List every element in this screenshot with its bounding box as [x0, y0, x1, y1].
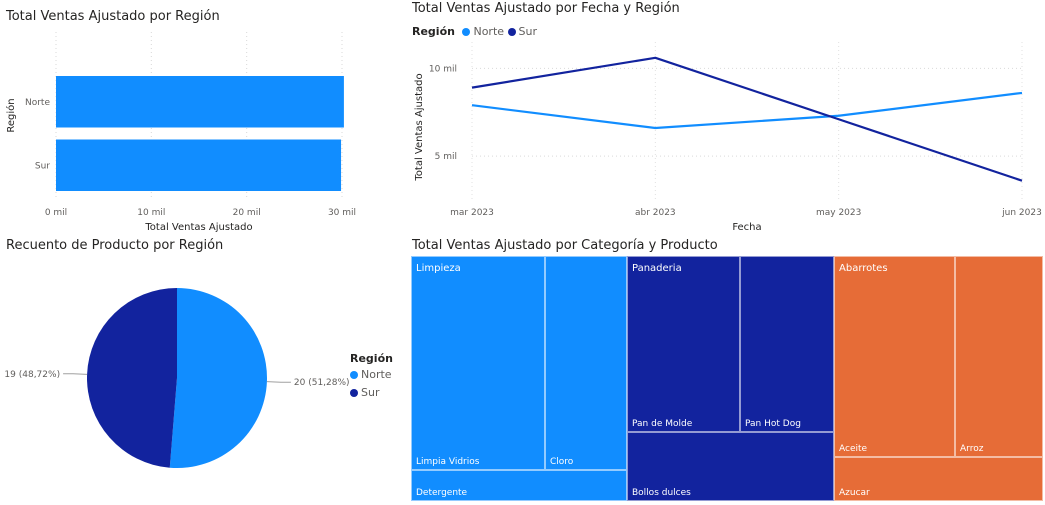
treemap-item-label: Azucar — [839, 488, 870, 498]
sur-dot-icon — [350, 389, 358, 397]
bar-norte[interactable] — [56, 76, 344, 128]
treemap-cell-cloro[interactable]: Cloro — [545, 256, 627, 470]
bar-chart-visual: Total Ventas Ajustado por Región 0 mil 10… — [0, 0, 380, 240]
treemap-item-label: Pan Hot Dog — [745, 419, 801, 429]
pie-leader-line — [63, 373, 88, 375]
line-legend-item-sur[interactable]: Sur — [507, 25, 537, 38]
pie-slice-norte[interactable] — [169, 288, 268, 468]
line-chart-svg: 5 mil 10 mil mar 2023 abr 2023 may 2023 jun 2… — [414, 42, 1042, 233]
treemap-item-label: Bollos dulces — [632, 488, 691, 498]
line-y-axis-title: Total Ventas Ajustado — [414, 73, 425, 181]
bar-chart-svg: 0 mil 10 mil 20 mil 30 mil Norte Sur Total Ven… — [5, 32, 356, 233]
treemap-group-label-panaderia: Panaderia — [632, 263, 682, 274]
line-legend: Región Norte Sur — [412, 25, 537, 38]
treemap-area: Limpieza Limpia Vidrios Cloro Detergente… — [411, 256, 1043, 501]
bar-x-axis-title: Total Ventas Ajustado — [144, 222, 252, 233]
line-y-tick-label: 10 mil — [429, 64, 457, 74]
norte-dot-icon — [350, 371, 358, 379]
treemap-item-label: Detergente — [416, 488, 468, 498]
treemap-cell-azucar[interactable]: Azucar — [834, 457, 1043, 501]
treemap-item-label: Aceite — [839, 444, 868, 454]
treemap-cell-pan-hot-dog[interactable]: Pan Hot Dog — [740, 256, 834, 432]
line-x-tick-label: mar 2023 — [450, 208, 494, 218]
bar-sur[interactable] — [56, 139, 342, 192]
pie-chart-visual: Recuento de Producto por Región 20 (51,2… — [0, 236, 400, 505]
pie-legend-item-norte[interactable]: Norte — [350, 368, 393, 381]
pie-legend-item-sur[interactable]: Sur — [350, 386, 393, 399]
bar-chart-title: Total Ventas Ajustado por Región — [6, 9, 220, 24]
treemap-visual: Total Ventas Ajustado por Categoría y Pr… — [400, 236, 1045, 505]
line-x-axis-title: Fecha — [732, 222, 761, 233]
treemap-item-label: Arroz — [960, 444, 984, 454]
treemap-cell-bollos-dulces[interactable]: Bollos dulces — [627, 432, 834, 501]
line-x-tick-label: jun 2023 — [1001, 208, 1042, 218]
treemap-item-label: Limpia Vidrios — [416, 457, 480, 467]
treemap-cell-limpia-vidrios[interactable]: Limpieza Limpia Vidrios — [411, 256, 545, 470]
pie-slice-sur[interactable] — [86, 288, 177, 468]
treemap-cell-aceite[interactable]: Abarrotes Aceite — [834, 256, 955, 457]
treemap-group-label-abarrotes: Abarrotes — [839, 263, 888, 274]
treemap-item-label: Pan de Molde — [632, 419, 693, 429]
line-y-tick-label: 5 mil — [435, 152, 457, 162]
pie-leader-line — [266, 381, 291, 383]
sur-dot-icon — [507, 28, 516, 36]
treemap-group-label-limpieza: Limpieza — [416, 263, 461, 274]
pie-chart-title: Recuento de Producto por Región — [6, 238, 224, 253]
line-series-sur[interactable] — [471, 56, 1023, 182]
bar-category-label: Norte — [25, 98, 50, 108]
pie-legend: Región Norte Sur — [350, 352, 393, 399]
treemap-item-label: Cloro — [550, 457, 574, 467]
line-legend-item-norte[interactable]: Norte — [462, 25, 504, 38]
treemap-cell-detergente[interactable]: Detergente — [411, 470, 627, 501]
norte-dot-icon — [462, 28, 471, 36]
bar-x-tick-label: 30 mil — [328, 208, 356, 218]
pie-data-label: 20 (51,28%) — [294, 378, 350, 388]
line-legend-title: Región — [412, 25, 455, 38]
line-series-norte[interactable] — [471, 91, 1023, 130]
line-x-tick-label: may 2023 — [816, 208, 861, 218]
bar-category-label: Sur — [35, 161, 50, 171]
treemap-cell-pan-de-molde[interactable]: Panaderia Pan de Molde — [627, 256, 740, 432]
bar-x-tick-label: 0 mil — [45, 208, 67, 218]
line-chart-title: Total Ventas Ajustado por Fecha y Región — [412, 1, 680, 16]
pie-chart-svg: 20 (51,28%) 19 (48,72%) — [4, 288, 350, 468]
bar-x-tick-label: 20 mil — [233, 208, 261, 218]
bar-y-axis-title: Región — [5, 98, 17, 132]
pie-legend-title: Región — [350, 352, 393, 365]
line-chart-visual: Total Ventas Ajustado por Fecha y Región… — [400, 0, 1045, 240]
treemap-cell-arroz[interactable]: Arroz — [955, 256, 1043, 457]
bar-x-tick-label: 10 mil — [137, 208, 165, 218]
line-x-tick-label: abr 2023 — [635, 208, 676, 218]
pie-data-label: 19 (48,72%) — [4, 370, 60, 380]
treemap-title: Total Ventas Ajustado por Categoría y Pr… — [412, 238, 718, 253]
